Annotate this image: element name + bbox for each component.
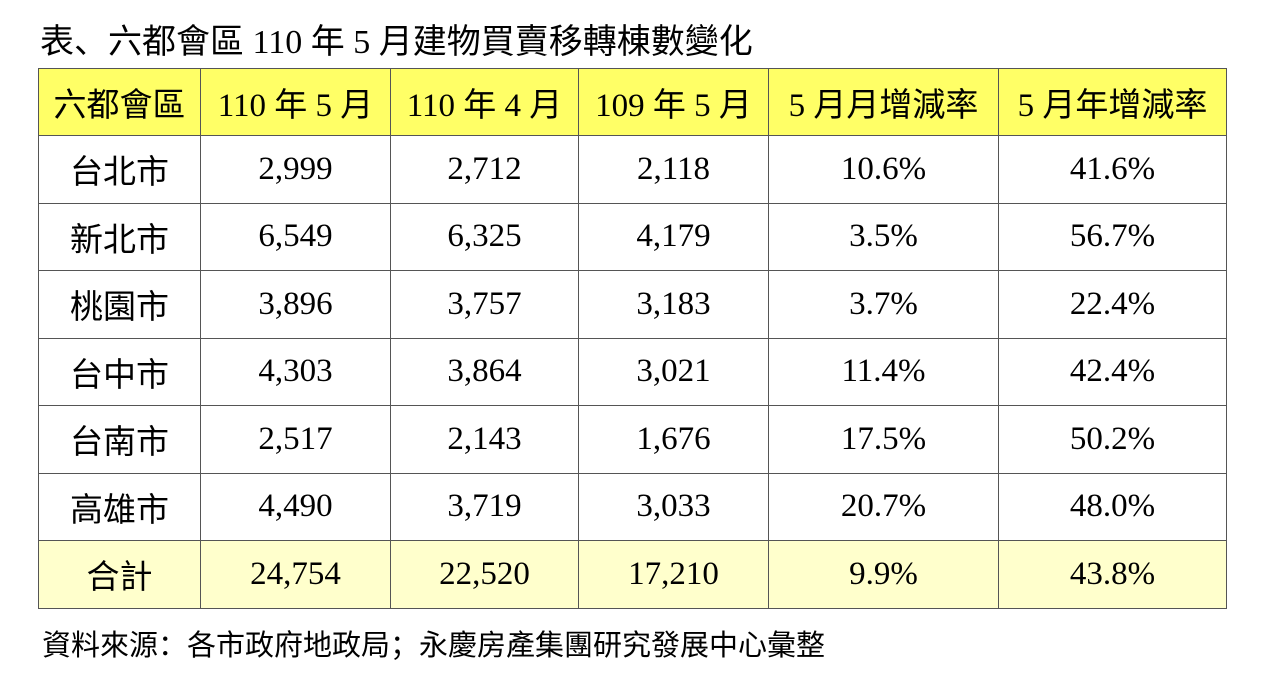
- cell: 41.6%: [998, 135, 1227, 204]
- cell: 22,520: [390, 540, 579, 609]
- cell: 22.4%: [998, 270, 1227, 339]
- header-cell: 110 年 4 月: [390, 68, 579, 136]
- cell: 42.4%: [998, 337, 1227, 406]
- cell: 43.8%: [998, 540, 1227, 609]
- cell: 9.9%: [768, 540, 999, 609]
- cell: 4,490: [200, 472, 391, 541]
- cell: 6,549: [200, 202, 391, 271]
- cell: 17,210: [578, 540, 769, 609]
- table-row: 台南市 2,517 2,143 1,676 17.5% 50.2%: [38, 405, 1227, 474]
- source: 資料來源：各市政府地政局；永慶房產集團研究發展中心彙整: [42, 628, 826, 662]
- cell: 48.0%: [998, 472, 1227, 541]
- cell: 6,325: [390, 202, 579, 271]
- cell: 合計: [38, 540, 201, 609]
- cell: 11.4%: [768, 337, 999, 406]
- cell: 3,033: [578, 472, 769, 541]
- cell: 3,719: [390, 472, 579, 541]
- cell: 3,183: [578, 270, 769, 339]
- header-cell: 5 月月增減率: [768, 68, 999, 136]
- cell: 56.7%: [998, 202, 1227, 271]
- cell: 3.5%: [768, 202, 999, 271]
- cell: 2,999: [200, 135, 391, 204]
- table-body: 台北市 2,999 2,712 2,118 10.6% 41.6% 新北市 6,549 6,32…: [38, 135, 1227, 609]
- cell: 新北市: [38, 202, 201, 271]
- table-row: 桃園市 3,896 3,757 3,183 3.7% 22.4%: [38, 270, 1227, 339]
- cell: 50.2%: [998, 405, 1227, 474]
- cell: 2,517: [200, 405, 391, 474]
- cell: 3.7%: [768, 270, 999, 339]
- cell: 台北市: [38, 135, 201, 204]
- cell: 20.7%: [768, 472, 999, 541]
- cell: 台南市: [38, 405, 201, 474]
- table-row: 台北市 2,999 2,712 2,118 10.6% 41.6%: [38, 135, 1227, 204]
- header-cell: 109 年 5 月: [578, 68, 769, 136]
- header-cell: 六都會區: [38, 68, 201, 136]
- table-row: 合計 24,754 22,520 17,210 9.9% 43.8%: [38, 540, 1227, 609]
- title: 表、六都會區 110 年 5 月建物買賣移轉棟數變化: [40, 24, 753, 61]
- table-row: 新北市 6,549 6,325 4,179 3.5% 56.7%: [38, 202, 1227, 271]
- cell: 台中市: [38, 337, 201, 406]
- cell: 3,021: [578, 337, 769, 406]
- cell: 2,118: [578, 135, 769, 204]
- cell: 24,754: [200, 540, 391, 609]
- cell: 3,864: [390, 337, 579, 406]
- cell: 3,896: [200, 270, 391, 339]
- header-cell: 110 年 5 月: [200, 68, 391, 136]
- cell: 17.5%: [768, 405, 999, 474]
- cell: 1,676: [578, 405, 769, 474]
- cell: 4,179: [578, 202, 769, 271]
- table-row: 高雄市 4,490 3,719 3,033 20.7% 48.0%: [38, 472, 1227, 541]
- cell: 高雄市: [38, 472, 201, 541]
- cell: 2,712: [390, 135, 579, 204]
- table-row: 台中市 4,303 3,864 3,021 11.4% 42.4%: [38, 337, 1227, 406]
- cell: 3,757: [390, 270, 579, 339]
- cell: 10.6%: [768, 135, 999, 204]
- cell: 4,303: [200, 337, 391, 406]
- cell: 桃園市: [38, 270, 201, 339]
- cell: 2,143: [390, 405, 579, 474]
- header-cell: 5 月年增減率: [998, 68, 1227, 136]
